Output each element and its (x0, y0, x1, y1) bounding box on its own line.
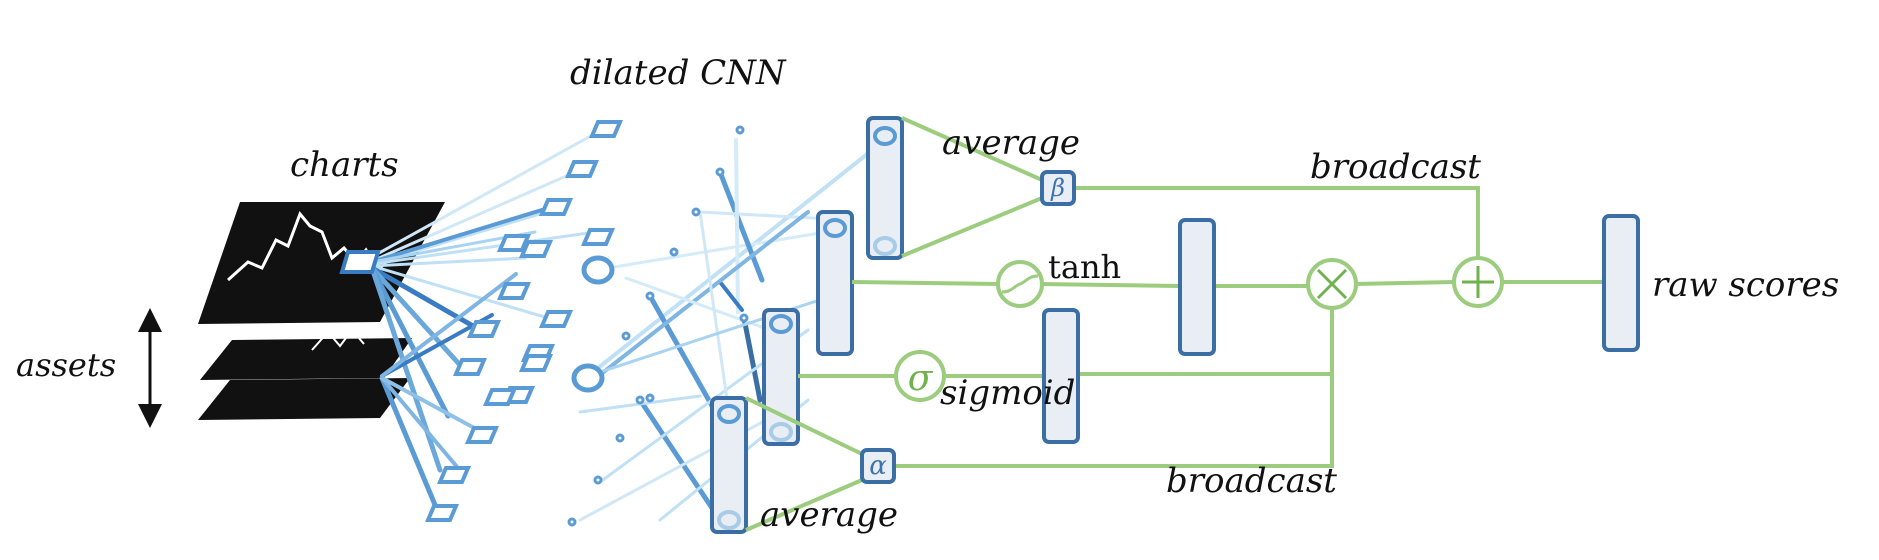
charts-label: charts (290, 145, 399, 185)
average-bottom-label: average (760, 495, 898, 535)
average-top-label: average (942, 123, 1080, 163)
beta-symbol: β (1050, 174, 1065, 202)
sigma-symbol: σ (908, 358, 934, 399)
assets-arrow (138, 308, 162, 428)
beta-node: β (1040, 170, 1076, 206)
chart-layer-bottom (198, 378, 410, 420)
tanh-node (996, 260, 1044, 308)
tanh-label: tanh (1048, 248, 1121, 286)
green-edges (745, 116, 1604, 532)
sigmoid-node: σ (894, 350, 946, 402)
patch-focus (339, 250, 381, 274)
feature-boxes (710, 116, 904, 534)
raw-scores-box (1602, 214, 1640, 352)
feature-box-3 (816, 210, 854, 356)
feature-box-1 (710, 396, 748, 534)
feature-box-circles (717, 126, 897, 530)
price-line-shadow (311, 328, 365, 351)
assets-label: assets (16, 346, 116, 384)
add-node (1452, 256, 1504, 308)
sigmoid-label: sigmoid (940, 373, 1075, 413)
processing-boxes (1042, 214, 1640, 444)
tanh-output-box (1178, 218, 1216, 356)
broadcast-bottom-label: broadcast (1166, 461, 1337, 501)
alpha-node: α (860, 448, 896, 484)
cnn-nodes (567, 125, 749, 527)
cnn-connections (368, 126, 892, 523)
feature-box-4 (866, 116, 904, 260)
multiply-node (1306, 258, 1358, 310)
broadcast-top-label: broadcast (1310, 147, 1481, 187)
sigmoid-output-box (1042, 308, 1080, 444)
alpha-symbol: α (869, 451, 887, 481)
cnn-patches (339, 120, 624, 522)
dilated-cnn-label: dilated CNN (570, 53, 787, 93)
raw-scores-label: raw scores (1652, 265, 1839, 305)
chart-layer-middle (200, 338, 412, 380)
